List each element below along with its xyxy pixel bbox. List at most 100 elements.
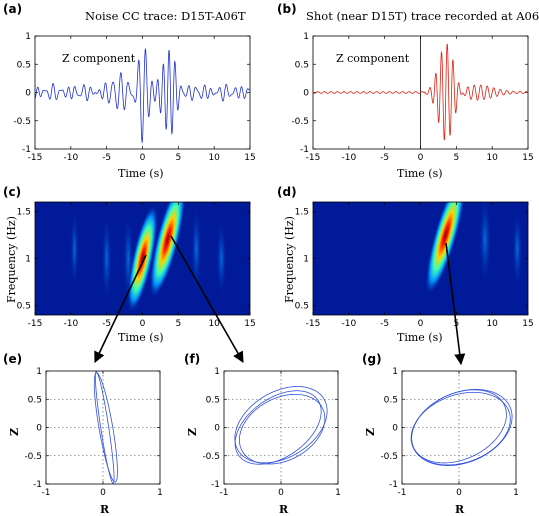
y-tick-label: -1 (300, 145, 309, 155)
x-tick-label: 15 (244, 319, 255, 329)
y-tick-label: 0.5 (295, 60, 309, 70)
particle-motion-loop (239, 393, 326, 465)
y-tick-label: 1 (25, 255, 31, 265)
x-tick-label: -15 (28, 319, 43, 329)
x-tick-label: 1 (335, 488, 341, 498)
x-tick-label: 5 (175, 153, 181, 163)
x-tick-label: 0 (418, 153, 424, 163)
y-tick-label: 1.5 (295, 207, 309, 217)
y-tick-label: -0.5 (380, 452, 398, 462)
heatmap-faint-energy (191, 204, 202, 295)
x-tick-label: 0 (140, 153, 146, 163)
panel-b-note: Z component (336, 52, 410, 65)
particle-motion-loop (411, 389, 507, 464)
panel-f-label: (f) (184, 352, 200, 366)
panel-c-xlabel: Time (s) (118, 331, 164, 344)
x-tick-label: -1 (220, 488, 229, 498)
panel-c-label: (c) (3, 185, 21, 199)
x-tick-label: -15 (306, 319, 321, 329)
panel-b-plot: -15 -10 -5 0 5 10 15 -1 -0.5 0 0.5 1 (291, 32, 533, 163)
panel-e-xlabel: R (100, 503, 110, 516)
y-tick-label: 1 (36, 367, 42, 377)
arrow-c-to-e (94, 254, 147, 364)
panel-e-ylabel: Z (8, 428, 21, 436)
x-tick-label: -5 (380, 319, 389, 329)
y-tick-label: -0.5 (202, 452, 220, 462)
x-tick-label: -5 (102, 319, 111, 329)
panel-d-label: (d) (277, 185, 297, 199)
y-tick-label: 0 (36, 424, 42, 434)
y-tick-label: 0.5 (206, 395, 220, 405)
heatmap-faint-energy (101, 213, 112, 304)
shot-trace-line (312, 43, 529, 141)
x-tick-label: -10 (341, 153, 356, 163)
x-tick-label: 1 (157, 488, 163, 498)
panel-f-ylabel: Z (186, 428, 199, 436)
panel-b-xlabel: Time (s) (397, 167, 443, 180)
heatmap-layer (70, 202, 227, 313)
panel-a-xlabel: Time (s) (118, 167, 164, 180)
arrow-d-to-g (445, 242, 466, 366)
panel-g-plot: -1 0 1 -1 -0.5 0 0.5 1 (380, 367, 518, 498)
y-tick-label: 0.5 (17, 302, 31, 312)
x-tick-label: 5 (175, 319, 181, 329)
x-tick-label: -5 (102, 153, 111, 163)
panel-a-title: Noise CC trace: D15T-A06T (85, 9, 246, 23)
panel-g-ylabel: Z (364, 428, 377, 436)
x-tick-label: 15 (522, 319, 533, 329)
x-tick-label: 10 (486, 153, 498, 163)
y-tick-label: 1 (392, 367, 398, 377)
heatmap-faint-energy (512, 209, 523, 290)
x-tick-label: -1 (42, 488, 51, 498)
panel-b-title: Shot (near D15T) trace recorded at A06T (306, 9, 539, 23)
heatmap-faint-energy (216, 218, 227, 299)
particle-motion-loop (234, 390, 322, 465)
noise-cc-trace-line (34, 48, 251, 144)
panel-a-plot: -15 -10 -5 0 5 10 15 -1 -0.5 0 0.5 1 (13, 32, 255, 163)
y-tick-label: 1 (214, 367, 220, 377)
x-tick-label: 0 (278, 488, 284, 498)
arrow-c-to-f (170, 235, 244, 363)
y-tick-label: -1 (211, 480, 220, 490)
y-tick-label: 1.5 (17, 207, 31, 217)
heatmap-faint-energy (70, 209, 79, 290)
y-tick-label: 1 (303, 32, 309, 42)
x-tick-label: 1 (513, 488, 519, 498)
x-tick-label: 10 (208, 319, 220, 329)
panel-e-plot: -1 0 1 -1 -0.5 0 0.5 1 (24, 367, 162, 498)
panel-c-ylabel: Frequency (Hz) (5, 216, 18, 303)
y-tick-label: 1 (303, 255, 309, 265)
y-tick-label: 1 (25, 32, 31, 42)
y-tick-label: -1 (22, 145, 31, 155)
y-tick-label: 0 (392, 424, 398, 434)
x-tick-label: 15 (522, 153, 533, 163)
x-tick-label: -10 (63, 319, 78, 329)
y-tick-label: 0.5 (384, 395, 398, 405)
panel-f-plot: -1 0 1 -1 -0.5 0 0.5 1 (202, 367, 340, 498)
x-tick-label: 0 (100, 488, 106, 498)
y-tick-label: -1 (33, 480, 42, 490)
panel-c-plot: -15 -10 -5 0 5 10 15 0.5 1 1.5 (17, 201, 256, 329)
x-tick-label: -15 (28, 153, 43, 163)
y-tick-label: 0.5 (28, 395, 42, 405)
panel-d-xlabel: Time (s) (397, 331, 443, 344)
x-tick-label: -5 (380, 153, 389, 163)
panel-g-xlabel: R (455, 503, 465, 516)
x-tick-label: -15 (306, 153, 321, 163)
x-tick-label: -10 (63, 153, 78, 163)
heatmap-energy-peak (425, 202, 466, 295)
panel-g-label: (g) (362, 352, 382, 366)
heatmap-energy-peak (149, 202, 186, 298)
y-tick-label: -0.5 (24, 452, 42, 462)
heatmap-faint-energy (479, 202, 491, 285)
heatmap-energy-peak (127, 204, 158, 313)
x-tick-label: 0 (418, 319, 424, 329)
panel-a-label: (a) (3, 2, 22, 16)
particle-motion-loop (93, 372, 118, 483)
x-tick-label: 0 (140, 319, 146, 329)
x-tick-label: -10 (341, 319, 356, 329)
x-tick-label: 15 (244, 153, 255, 163)
heatmap-layer (425, 202, 523, 295)
